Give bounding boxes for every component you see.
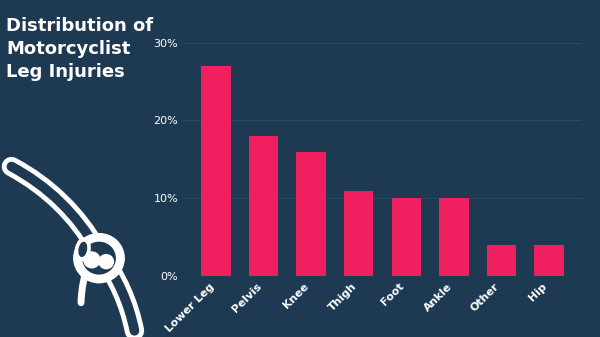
Text: Distribution of
Motorcyclist
Leg Injuries: Distribution of Motorcyclist Leg Injurie…	[6, 17, 153, 81]
Bar	[201, 66, 230, 276]
Bar	[249, 136, 278, 276]
Bar	[487, 245, 516, 276]
Ellipse shape	[76, 238, 90, 261]
Bar	[344, 191, 373, 276]
Bar	[296, 152, 326, 276]
Circle shape	[84, 252, 100, 268]
Bar	[392, 198, 421, 276]
Circle shape	[83, 242, 115, 274]
Circle shape	[99, 255, 113, 269]
Ellipse shape	[79, 242, 86, 256]
Circle shape	[74, 234, 124, 283]
Bar	[439, 198, 469, 276]
Bar	[535, 245, 564, 276]
